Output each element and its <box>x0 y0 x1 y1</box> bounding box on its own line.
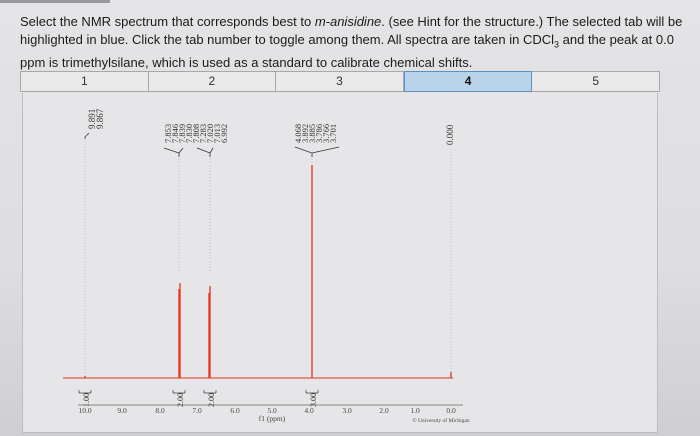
peak-label: 3.786 <box>314 124 324 143</box>
peak-label: 3.701 <box>328 124 338 143</box>
peak-labels-group1: 9.891 9.867 <box>87 108 105 129</box>
nmr-spectrum-panel: 9.891 9.867 7.853 7.846 7.839 7.830 7.80… <box>22 93 658 433</box>
spectrum-peaks <box>84 165 452 378</box>
label-bracket <box>84 132 90 139</box>
integral-value: 2.00 <box>176 393 185 407</box>
nmr-spectrum-plot: 9.891 9.867 7.853 7.846 7.839 7.830 7.80… <box>63 108 470 424</box>
peak-label: 3.892 <box>300 124 310 143</box>
question-text-part: . (see Hint for the structure.) The sele… <box>20 14 683 47</box>
peak-label-tms: 0.000 <box>445 124 455 145</box>
x-tick: 2.0 <box>379 406 389 415</box>
x-tick: 10.0 <box>78 406 91 415</box>
tab-5[interactable]: 5 <box>532 71 660 92</box>
integral-marks <box>78 390 319 394</box>
chloroform-subscript: 3 <box>554 39 560 50</box>
peak-label: 7.830 <box>184 124 194 143</box>
x-tick: 0.0 <box>446 406 456 415</box>
peak-label: 7.013 <box>212 124 222 143</box>
tab-1[interactable]: 1 <box>20 71 149 92</box>
tab-2[interactable]: 2 <box>148 71 277 92</box>
integral-values: 1.00 2.00 2.00 3.00 <box>82 393 318 407</box>
x-tick: 9.0 <box>117 406 127 415</box>
x-tick: 4.0 <box>304 406 314 415</box>
peak-label: 7.839 <box>177 124 187 143</box>
peak-label: 3.766 <box>321 124 331 143</box>
peak-label: 7.808 <box>191 124 201 143</box>
peak-label: 7.853 <box>163 124 173 143</box>
label-bracket <box>163 147 214 157</box>
x-tick: 8.0 <box>155 406 165 415</box>
x-tick: 3.0 <box>342 406 352 415</box>
peak-labels-group2: 7.853 7.846 7.839 7.830 7.808 7.283 7.02… <box>163 124 229 143</box>
peak-label: 4.068 <box>293 124 303 143</box>
tab-4[interactable]: 4 <box>403 71 533 92</box>
question-text: Select the NMR spectrum that corresponds… <box>20 13 690 72</box>
peak-label: 3.885 <box>307 124 317 143</box>
x-tick: 1.0 <box>410 406 420 415</box>
peak-label: 6.992 <box>219 124 229 143</box>
x-tick: 7.0 <box>192 406 202 415</box>
question-text-part: Select the NMR spectrum that corresponds… <box>20 14 315 29</box>
peak-label: 9.867 <box>95 108 105 129</box>
peak-label: 7.283 <box>198 124 208 143</box>
peak-labels-group3: 4.068 3.892 3.885 3.786 3.766 3.701 <box>293 124 338 143</box>
tab-3[interactable]: 3 <box>276 71 404 92</box>
integral-value: 2.00 <box>207 393 216 407</box>
integral-value: 3.00 <box>309 393 318 407</box>
top-divider <box>0 0 110 3</box>
peak-label: 9.891 <box>87 109 97 129</box>
spectrum-tab-bar: 1 2 3 4 5 <box>20 71 660 93</box>
x-tick: 5.0 <box>267 406 277 415</box>
peak-label: 7.846 <box>170 124 180 143</box>
compound-name: m-anisidine <box>314 14 382 29</box>
x-axis-label: f1 (ppm) <box>259 414 286 423</box>
label-bracket <box>294 146 340 157</box>
x-axis-ticks: 10.0 9.0 8.0 7.0 6.0 5.0 4.0 3.0 2.0 1.0… <box>78 406 456 415</box>
question-text-part: and the peak at 0.0 ppm is trimethylsila… <box>20 32 674 70</box>
integral-value: 1.00 <box>82 393 91 407</box>
credit-text: © University of Michigan <box>412 417 469 424</box>
label-guides <box>84 141 452 373</box>
x-tick: 6.0 <box>230 406 240 415</box>
peak-label: 7.020 <box>205 124 215 143</box>
